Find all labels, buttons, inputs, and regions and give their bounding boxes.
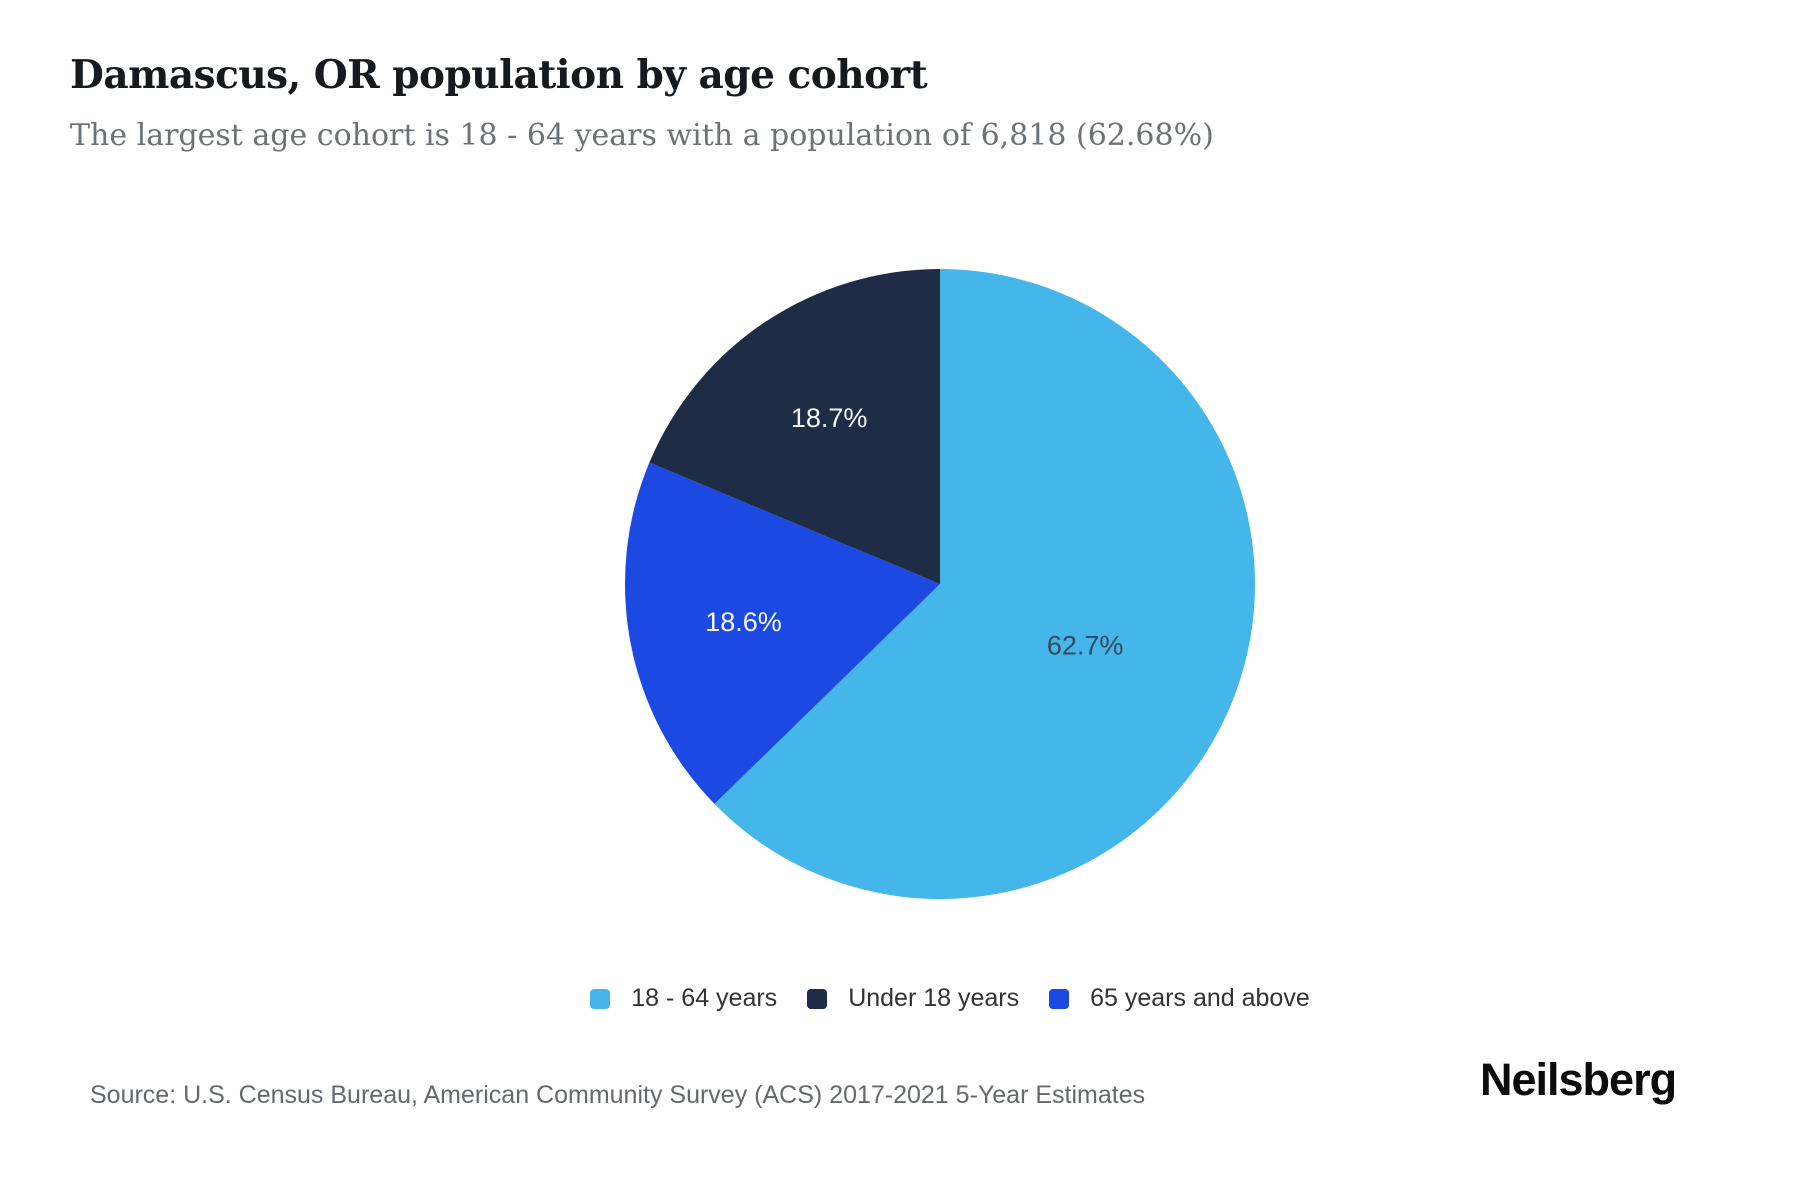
chart-subtitle: The largest age cohort is 18 - 64 years … (70, 118, 1214, 153)
legend-swatch-65-years-and-above (1049, 988, 1070, 1009)
pie-chart-svg: 62.7% 18.6% 18.7% (625, 269, 1255, 899)
legend-item-18-64-years[interactable]: 18 - 64 years (590, 984, 777, 1013)
legend-swatch-18-64-years (590, 988, 611, 1009)
chart-legend: 18 - 64 years Under 18 years 65 years and … (100, 984, 1800, 1013)
legend-item-65-years-and-above[interactable]: 65 years and above (1049, 984, 1310, 1013)
pie-chart: 62.7% 18.6% 18.7% (625, 269, 1255, 899)
pie-slice-65-years-and-above[interactable] (625, 462, 940, 804)
brand-logo: Neilsberg (1480, 1054, 1677, 1105)
legend-swatch-under-18-years (807, 988, 828, 1009)
pie-slice-18-64-years[interactable] (714, 269, 1255, 899)
pie-slice-label-under-18-years: 18.7% (791, 403, 868, 433)
pie-slice-label-65-years-and-above: 18.6% (705, 607, 782, 637)
legend-item-under-18-years[interactable]: Under 18 years (807, 984, 1019, 1013)
source-attribution: Source: U.S. Census Bureau, American Com… (90, 1081, 1146, 1109)
chart-title: Damascus, OR population by age cohort (70, 52, 928, 98)
legend-label-18-64-years: 18 - 64 years (631, 984, 778, 1012)
legend-label-under-18-years: Under 18 years (848, 984, 1020, 1012)
pie-slice-label-18-64-years: 62.7% (1047, 631, 1124, 661)
legend-label-65-years-and-above: 65 years and above (1090, 984, 1310, 1012)
pie-slice-under-18-years[interactable] (649, 269, 940, 584)
